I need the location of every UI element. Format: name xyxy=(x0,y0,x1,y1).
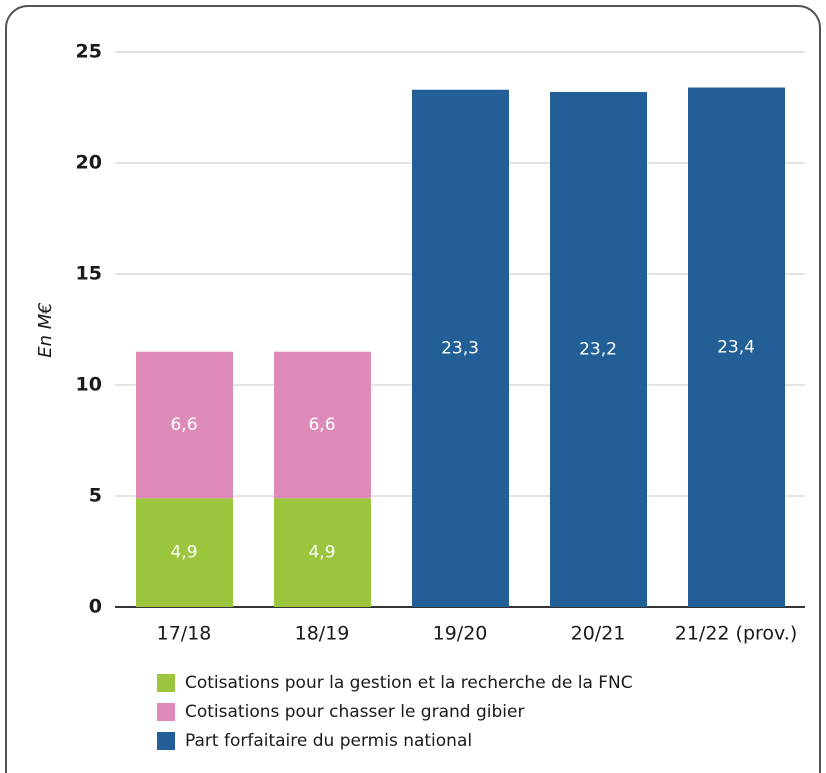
legend-label: Part forfaitaire du permis national xyxy=(185,731,472,751)
bar-segment xyxy=(550,91,647,607)
value-label: 6,6 xyxy=(170,415,197,435)
y-tick-label: 25 xyxy=(76,41,102,63)
legend-label: Cotisations pour chasser le grand gibier xyxy=(185,702,524,722)
y-axis-label: En M€ xyxy=(35,302,56,358)
bar-segment xyxy=(274,351,371,499)
legend-swatch xyxy=(157,703,175,721)
x-tick-label: 19/20 xyxy=(433,623,488,645)
bar-segment xyxy=(136,498,233,607)
value-label: 6,6 xyxy=(308,415,335,435)
y-tick-label: 20 xyxy=(76,152,102,174)
legend-swatch xyxy=(157,732,175,750)
value-label: 4,9 xyxy=(308,543,335,563)
y-tick-label: 0 xyxy=(89,596,102,618)
y-tick-label: 15 xyxy=(76,263,102,285)
value-label: 23,3 xyxy=(441,338,479,358)
bar-segment xyxy=(688,87,785,607)
bar-segment xyxy=(412,89,509,608)
value-label: 23,4 xyxy=(717,337,755,357)
y-tick-label: 10 xyxy=(76,374,102,396)
legend-swatch xyxy=(157,674,175,692)
bar-segment xyxy=(136,351,233,499)
x-tick-label: 18/19 xyxy=(295,623,350,645)
value-label: 23,2 xyxy=(579,339,617,359)
value-label: 4,9 xyxy=(170,543,197,563)
y-tick-label: 5 xyxy=(89,485,102,507)
x-tick-label: 20/21 xyxy=(571,623,626,645)
x-tick-label: 17/18 xyxy=(157,623,212,645)
x-tick-label: 21/22 (prov.) xyxy=(675,623,798,645)
bar-segment xyxy=(274,498,371,607)
legend-label: Cotisations pour la gestion et la recher… xyxy=(185,673,633,693)
